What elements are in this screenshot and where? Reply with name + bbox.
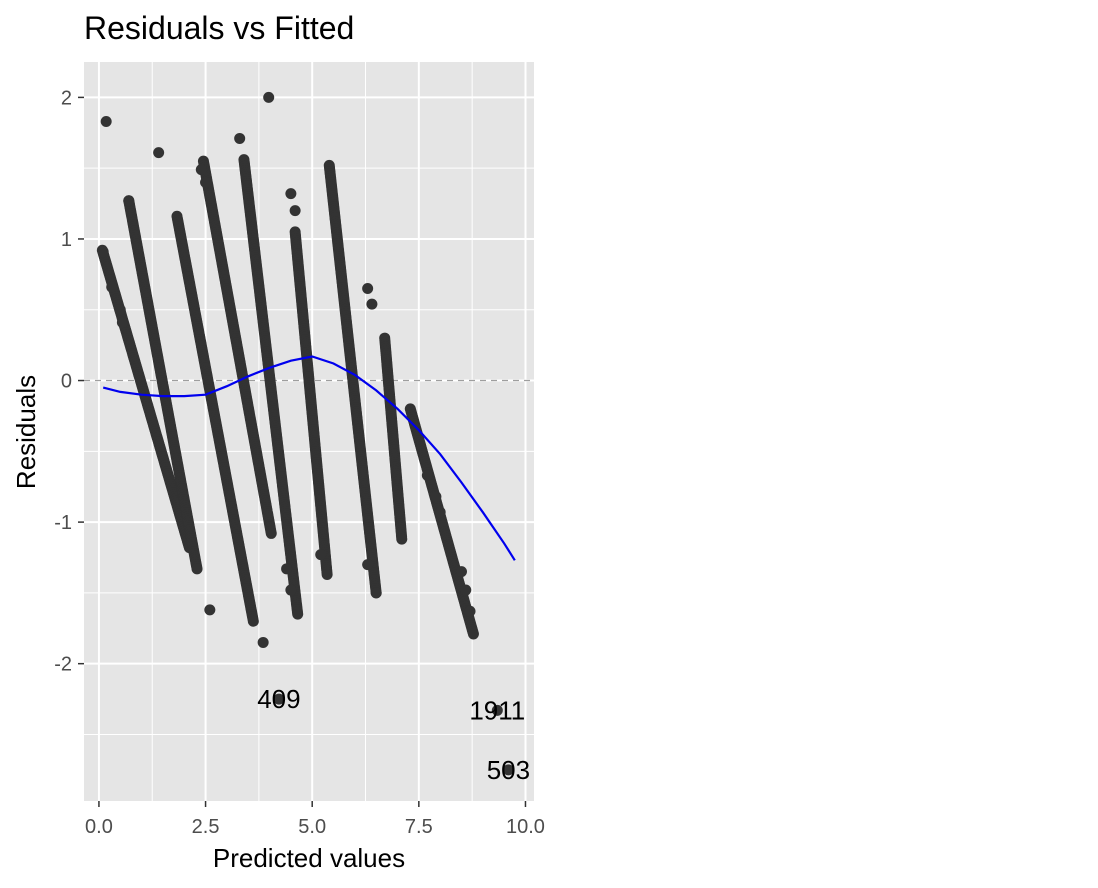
residual-point: [421, 469, 433, 481]
residual-point: [204, 604, 216, 616]
residual-point: [257, 636, 269, 648]
y-tick-label: -2: [54, 654, 72, 676]
smooth-trend-line: [102, 355, 516, 561]
residual-point: [100, 115, 112, 127]
residual-point: [200, 176, 212, 188]
residual-point: [285, 584, 297, 596]
residual-point: [106, 281, 118, 293]
residual-point: [292, 608, 304, 620]
chart-title: Residuals vs Fitted: [84, 10, 354, 46]
residual-point: [491, 704, 503, 716]
outlier-labels: 409 1911 503: [257, 684, 530, 785]
x-axis: 0.0 2.5 5.0 7.5 10.0: [85, 801, 545, 838]
residual-point: [273, 693, 285, 705]
residual-points: [96, 91, 514, 776]
outlier-label: 1911: [469, 695, 525, 725]
residual-point: [455, 566, 467, 578]
residual-point: [123, 195, 135, 207]
residual-point: [285, 188, 297, 200]
residual-point: [321, 568, 333, 580]
y-tick-label: -1: [54, 512, 72, 534]
residual-point: [362, 559, 374, 571]
residual-point: [396, 533, 408, 545]
x-tick-label: 5.0: [298, 816, 326, 838]
residual-point: [97, 246, 109, 258]
residual-point: [116, 316, 128, 328]
residual-point: [464, 605, 476, 617]
residual-point: [195, 164, 207, 176]
residual-point: [153, 147, 165, 159]
residual-point: [315, 549, 327, 561]
residual-point: [289, 205, 301, 217]
residual-point: [362, 283, 374, 295]
y-tick-label: 2: [61, 87, 72, 109]
outlier-label: 409: [257, 684, 300, 714]
x-tick-label: 0.0: [85, 816, 113, 838]
x-tick-label: 2.5: [192, 816, 220, 838]
residual-point: [460, 584, 472, 596]
y-tick-label: 0: [61, 371, 72, 393]
residual-point: [265, 527, 277, 539]
residual-point: [281, 563, 293, 575]
residual-point: [502, 764, 514, 776]
x-axis-title: Predicted values: [213, 843, 405, 873]
y-axis-title: Residuals: [11, 375, 41, 489]
residual-point: [366, 298, 378, 310]
y-axis: -2 -1 0 1 2: [54, 87, 84, 676]
residual-point: [263, 91, 275, 103]
residual-point: [234, 132, 246, 144]
residual-point: [370, 587, 382, 599]
outlier-label: 503: [487, 755, 530, 785]
residual-point: [434, 506, 446, 518]
y-tick-label: 1: [61, 229, 72, 251]
residual-point: [191, 563, 203, 575]
residual-point: [467, 628, 479, 640]
residual-point: [247, 615, 259, 627]
residual-point: [114, 304, 126, 316]
x-tick-label: 7.5: [405, 816, 433, 838]
x-tick-label: 10.0: [506, 816, 545, 838]
residual-point: [430, 491, 442, 503]
